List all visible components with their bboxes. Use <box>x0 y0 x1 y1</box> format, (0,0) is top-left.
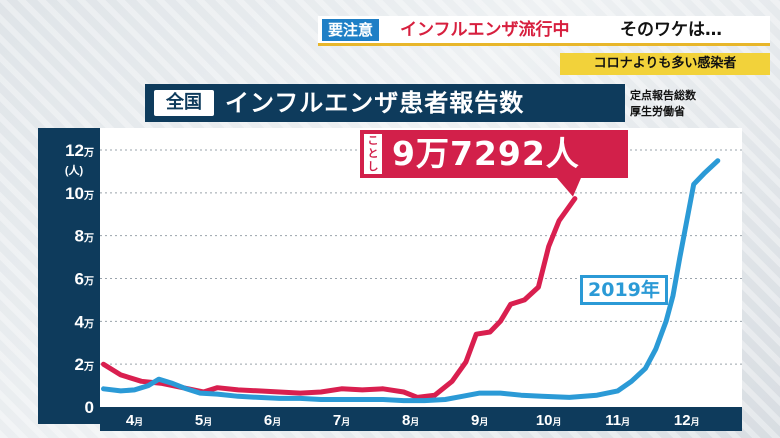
y-tick-label: 0 <box>85 398 94 417</box>
source-line-1: 定点報告総数 <box>630 89 696 102</box>
series-lines <box>101 158 721 404</box>
y-tick-labels: 0 2万 4万 6万 8万 10万 12万 (人) <box>65 141 94 417</box>
chart-title-bar: 全国 インフルエンザ患者報告数 <box>145 84 625 122</box>
y-tick-label: 6万 <box>75 270 94 289</box>
headline-strip: 要注意 インフルエンザ流行中 そのワケは… <box>318 16 770 46</box>
y-tick-label: 12万 <box>65 141 94 160</box>
headline-text: インフルエンザ流行中 <box>400 20 570 40</box>
x-tick-labels: 4月 5月 6月 7月 8月 9月 10月 11月 12月 <box>126 412 700 429</box>
callout-pointer <box>556 178 581 197</box>
x-tick-label: 6月 <box>264 412 281 429</box>
series-label-2019: 2019年 <box>580 275 668 305</box>
x-axis-panel <box>100 407 742 431</box>
y-tick-label: 4万 <box>75 312 94 331</box>
y-tick-label: 10万 <box>65 184 94 203</box>
headline-tail: そのワケは… <box>620 20 722 40</box>
chart-title: インフルエンザ患者報告数 <box>225 89 525 117</box>
x-tick-label: 12月 <box>674 412 700 429</box>
x-tick-label: 9月 <box>471 412 488 429</box>
series-line-2019 <box>101 158 721 404</box>
y-tick-label: 8万 <box>75 227 94 246</box>
x-tick-label: 11月 <box>605 412 630 429</box>
callout-side-label: ことし <box>364 134 382 174</box>
x-tick-label: 4月 <box>126 412 143 429</box>
series-line-this-year <box>101 196 578 400</box>
y-axis-panel <box>38 128 100 424</box>
caution-badge: 要注意 <box>322 19 380 41</box>
y-tick-label: 2万 <box>75 355 94 374</box>
gridlines <box>100 149 742 365</box>
source-note: 定点報告総数 厚生労働省 <box>630 88 696 120</box>
x-tick-label: 5月 <box>195 412 212 429</box>
scope-label: 全国 <box>154 90 214 116</box>
subheadline: コロナよりも多い感染者 <box>560 53 770 75</box>
y-axis-label: (人) <box>65 163 84 177</box>
x-tick-label: 8月 <box>402 412 419 429</box>
source-line-2: 厚生労働省 <box>630 105 685 118</box>
callout-value: 9万7292人 <box>392 134 580 173</box>
x-tick-label: 10月 <box>536 412 562 429</box>
this-year-callout: ことし 9万7292人 <box>360 130 628 178</box>
x-tick-label: 7月 <box>333 412 350 429</box>
